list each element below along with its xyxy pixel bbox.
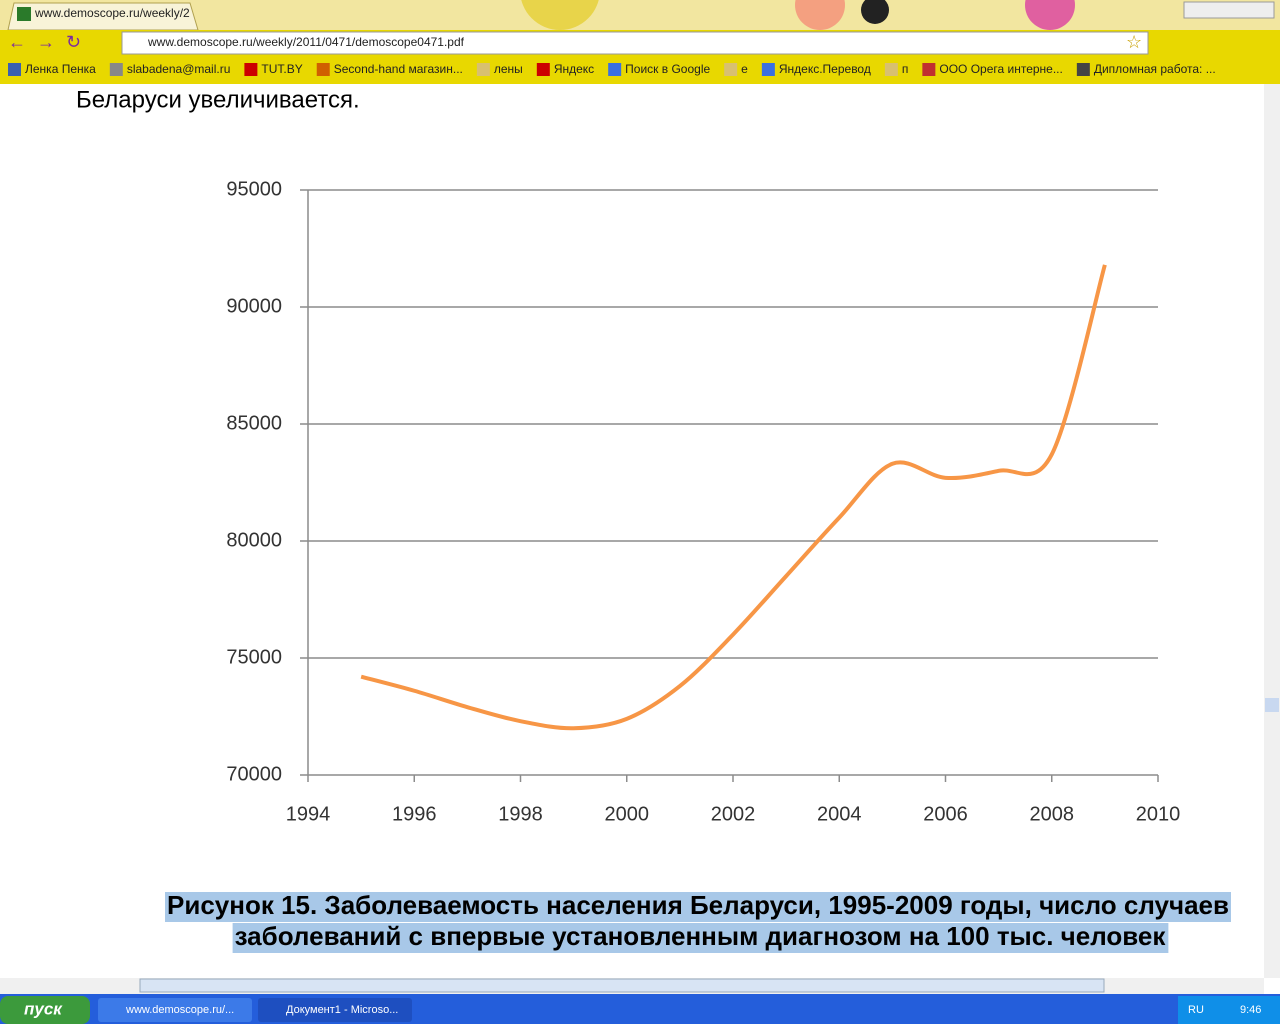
bookmark[interactable]: Second-hand магазин... [334,62,463,76]
y-tick-label: 95000 [226,178,282,200]
h-scroll-thumb[interactable] [139,978,1105,993]
x-tick-label: 1996 [392,803,437,825]
task-item[interactable] [258,998,412,1022]
decor [861,0,889,24]
tray [1178,996,1280,1024]
clock: 9:46 [1240,1004,1261,1016]
bookmark-icon [884,63,898,76]
bookmark[interactable]: TUT.BY [261,62,302,76]
caption: Рисунок 15. Заболеваемость населения Бел… [165,890,1231,953]
y-tick-label: 85000 [226,412,282,434]
y-tick-label: 70000 [226,763,282,785]
bookmark-icon [316,63,330,76]
x-tick-label: 1994 [286,803,331,825]
bookmark[interactable]: Поиск в Google [625,62,710,76]
tab-title[interactable]: www.demoscope.ru/weekly/2 [34,6,190,20]
v-scrollbar[interactable] [1264,84,1280,978]
reload-button[interactable]: ↻ [66,32,81,52]
bookmark[interactable]: ООО Орега интерне... [939,62,1062,76]
url[interactable]: www.demoscope.ru/weekly/2011/0471/demosc… [147,35,465,49]
content [0,84,1264,978]
star[interactable]: ☆ [1126,32,1142,52]
bookmark[interactable]: Дипломная работа: ... [1094,62,1216,76]
bookmark[interactable]: е [741,62,748,76]
back-button[interactable]: ← [8,32,26,52]
bookmark-icon [922,63,936,76]
task-item[interactable] [98,998,252,1022]
chart: 70000 75000 80000 85000 90000 95000 1994 1996 19… [226,178,1180,825]
intro-text: Беларуси увеличивается. [76,86,360,113]
decor [1025,0,1075,30]
bookmark-icon [476,63,490,76]
tab-icon [17,7,31,21]
language[interactable]: RU [1188,1004,1204,1016]
decor [795,0,845,30]
caption-line: заболеваний с впервые установленным диаг… [235,921,1167,951]
bookmark-icon [724,63,738,76]
bookmark[interactable]: лены [494,62,523,76]
bookmark[interactable]: Яндекс.Перевод [779,62,871,76]
highlight [232,923,1169,953]
forward-button[interactable]: → [37,32,55,52]
y-tick-label: 80000 [226,529,282,551]
task-label[interactable]: www.demoscope.ru/... [125,1004,234,1016]
bookmark-icon [608,63,622,76]
x-tick-label: 1998 [498,803,543,825]
bookmark-icon [761,63,775,76]
v-scroll-thumb[interactable] [1265,698,1279,712]
bookmark-icon [109,63,123,76]
y-tick-label: 75000 [226,646,282,668]
highlight [165,892,1231,922]
decor [521,0,599,30]
x-tick-label: 2006 [923,803,968,825]
x-tick-label: 2002 [711,803,756,825]
x-tick-label: 2008 [1030,803,1075,825]
start-label[interactable]: пуск [24,999,63,1018]
bookmark-icon [8,63,21,76]
window-controls[interactable] [1183,1,1275,19]
x-tick-label: 2004 [817,803,862,825]
bookmark-icon [244,63,258,76]
caption-line: Рисунок 15. Заболеваемость населения Бел… [167,890,1229,920]
start-button[interactable] [0,996,90,1024]
bookmark-icon [536,63,550,76]
task-label[interactable]: Документ1 - Microso... [286,1004,398,1016]
bookmark-icon [1076,63,1090,76]
bookmark[interactable]: slabadena@mail.ru [127,62,231,76]
bookmarks-bar: Ленка Пенка slabadena@mail.ru TUT.BY Second… [8,62,1216,76]
address-bar[interactable] [121,31,1149,55]
bookmark[interactable]: п [902,62,909,76]
bookmark[interactable]: Яндекс [554,62,594,76]
x-tick-label: 2000 [605,803,650,825]
data-line [360,264,1107,731]
bookmark[interactable]: Ленка Пенка [25,62,96,76]
x-tick-label: 2010 [1136,803,1181,825]
y-tick-label: 90000 [226,295,282,317]
